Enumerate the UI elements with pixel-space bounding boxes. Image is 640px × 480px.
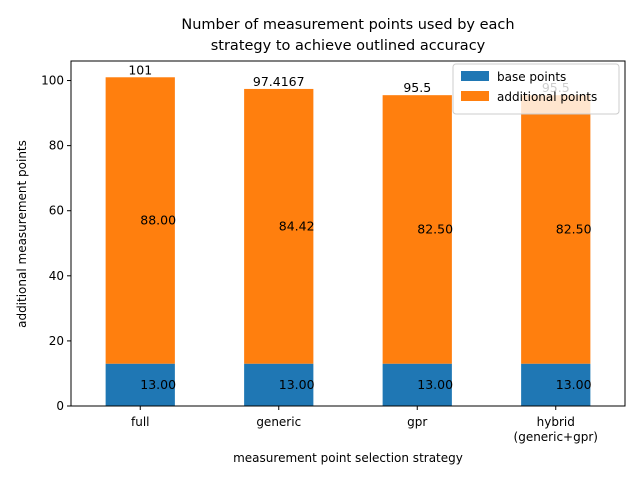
segment-label-0-1: 13.00 bbox=[279, 377, 315, 392]
chart-title-line-1: Number of measurement points used by eac… bbox=[181, 17, 514, 33]
segment-label-0-0: 13.00 bbox=[140, 377, 176, 392]
bar-base-points-3 bbox=[521, 363, 591, 406]
x-tick-label-1-0: generic bbox=[256, 415, 301, 429]
legend-label-1: additional points bbox=[497, 90, 597, 104]
bar-base-points-1 bbox=[244, 363, 314, 406]
legend-swatch-0 bbox=[461, 71, 489, 81]
legend-swatch-1 bbox=[461, 91, 489, 101]
x-tick-label-2-0: gpr bbox=[407, 415, 427, 429]
segment-label-1-1: 84.42 bbox=[279, 218, 315, 233]
bar-additional-points-3 bbox=[521, 95, 591, 364]
segment-label-1-2: 82.50 bbox=[417, 221, 453, 236]
bar-base-points-0 bbox=[105, 363, 175, 406]
axes-layer: 0 20 40 60 80 100 full generic gpr hybrid(generic… bbox=[41, 60, 626, 444]
legend-label-0: base points bbox=[497, 70, 566, 84]
x-tick-label-3-0: hybrid bbox=[537, 415, 575, 429]
x-tick-label-3-1: (generic+gpr) bbox=[514, 430, 598, 444]
y-tick-label-20: 20 bbox=[49, 334, 64, 348]
segment-label-1-3: 82.50 bbox=[556, 221, 592, 236]
y-tick-label-60: 60 bbox=[49, 204, 64, 218]
bars-layer bbox=[105, 77, 591, 406]
total-label-1: 97.4167 bbox=[253, 74, 305, 89]
y-tick-label-0: 0 bbox=[56, 399, 64, 413]
legend-box bbox=[452, 63, 620, 115]
segment-label-0-2: 13.00 bbox=[417, 377, 453, 392]
x-tick-label-0-0: full bbox=[131, 415, 150, 429]
bar-additional-points-0 bbox=[105, 77, 175, 364]
segment-label-0-3: 13.00 bbox=[556, 377, 592, 392]
x-axis-label: measurement point selection strategy bbox=[233, 451, 463, 465]
chart-title-line-2: strategy to achieve outlined accuracy bbox=[211, 38, 486, 54]
bar-additional-points-2 bbox=[382, 95, 452, 364]
y-tick-label-40: 40 bbox=[49, 269, 64, 283]
legend: base points additional points bbox=[452, 63, 620, 115]
segment-label-1-0: 88.00 bbox=[140, 212, 176, 227]
total-label-2: 95.5 bbox=[403, 80, 431, 95]
plot-frame bbox=[70, 60, 626, 407]
y-tick-label-80: 80 bbox=[49, 139, 64, 153]
labels-layer: 13.00 13.00 13.00 13.00 88.00 84.42 82.50 82.50… bbox=[128, 62, 591, 392]
bar-additional-points-1 bbox=[244, 88, 314, 364]
bar-base-points-2 bbox=[382, 363, 452, 406]
y-tick-label-100: 100 bbox=[41, 74, 64, 88]
y-axis-label: additional measurement points bbox=[15, 140, 29, 328]
total-label-0: 101 bbox=[128, 62, 152, 77]
